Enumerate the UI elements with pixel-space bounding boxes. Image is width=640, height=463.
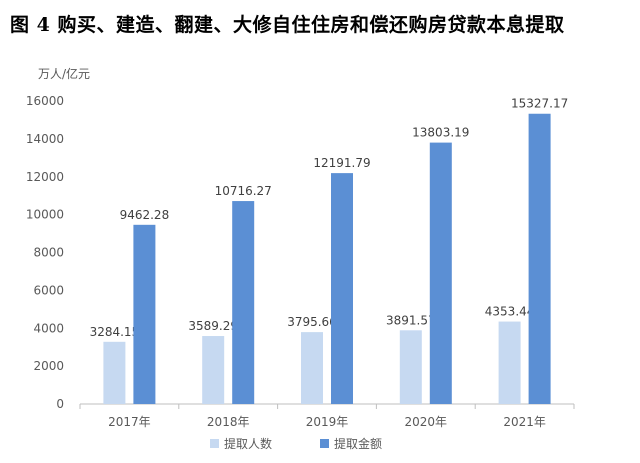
x-tick-label: 2020年: [405, 415, 448, 429]
data-label: 9462.28: [120, 208, 170, 222]
x-tick-label: 2017年: [108, 415, 151, 429]
y-tick-label: 16000: [26, 94, 64, 108]
data-label: 12191.79: [313, 156, 370, 170]
y-tick-label: 8000: [33, 246, 64, 260]
legend-swatch: [320, 439, 329, 448]
bar-withdrawal-amount: [331, 173, 353, 404]
legend-label: 提取人数: [224, 436, 272, 451]
data-label: 15327.17: [511, 97, 568, 111]
data-label: 3589.29: [188, 319, 238, 333]
data-label: 13803.19: [412, 126, 469, 140]
unit-label: 万人/亿元: [38, 66, 90, 81]
chart-title: 图 4 购买、建造、翻建、大修自住住房和偿还购房贷款本息提取: [10, 14, 565, 36]
data-label: 4353.44: [485, 305, 535, 319]
data-label: 3891.57: [386, 313, 436, 327]
y-tick-label: 0: [56, 397, 64, 411]
x-tick-label: 2018年: [207, 415, 250, 429]
data-label: 3795.66: [287, 315, 337, 329]
data-label: 10716.27: [215, 184, 272, 198]
bar-withdrawal-amount: [232, 201, 255, 404]
x-tick-label: 2021年: [503, 415, 546, 429]
y-tick-label: 4000: [33, 321, 64, 335]
bar-withdrawal-count: [498, 321, 521, 404]
legend-swatch: [210, 439, 219, 448]
data-label: 3284.15: [90, 325, 140, 339]
y-tick-label: 6000: [33, 283, 64, 297]
bar-withdrawal-count: [202, 336, 225, 404]
y-tick-label: 2000: [33, 359, 64, 373]
y-tick-label: 10000: [26, 208, 64, 222]
bar-withdrawal-amount: [429, 142, 452, 404]
y-tick-label: 14000: [26, 132, 64, 146]
x-tick-label: 2019年: [306, 415, 349, 429]
bar-withdrawal-amount: [528, 113, 551, 405]
bar-withdrawal-count: [103, 341, 126, 404]
legend-label: 提取金额: [334, 436, 382, 451]
bar-withdrawal-count: [301, 332, 323, 404]
bar-withdrawal-amount: [133, 224, 156, 404]
y-tick-label: 12000: [26, 170, 64, 184]
bar-withdrawal-count: [399, 330, 422, 404]
